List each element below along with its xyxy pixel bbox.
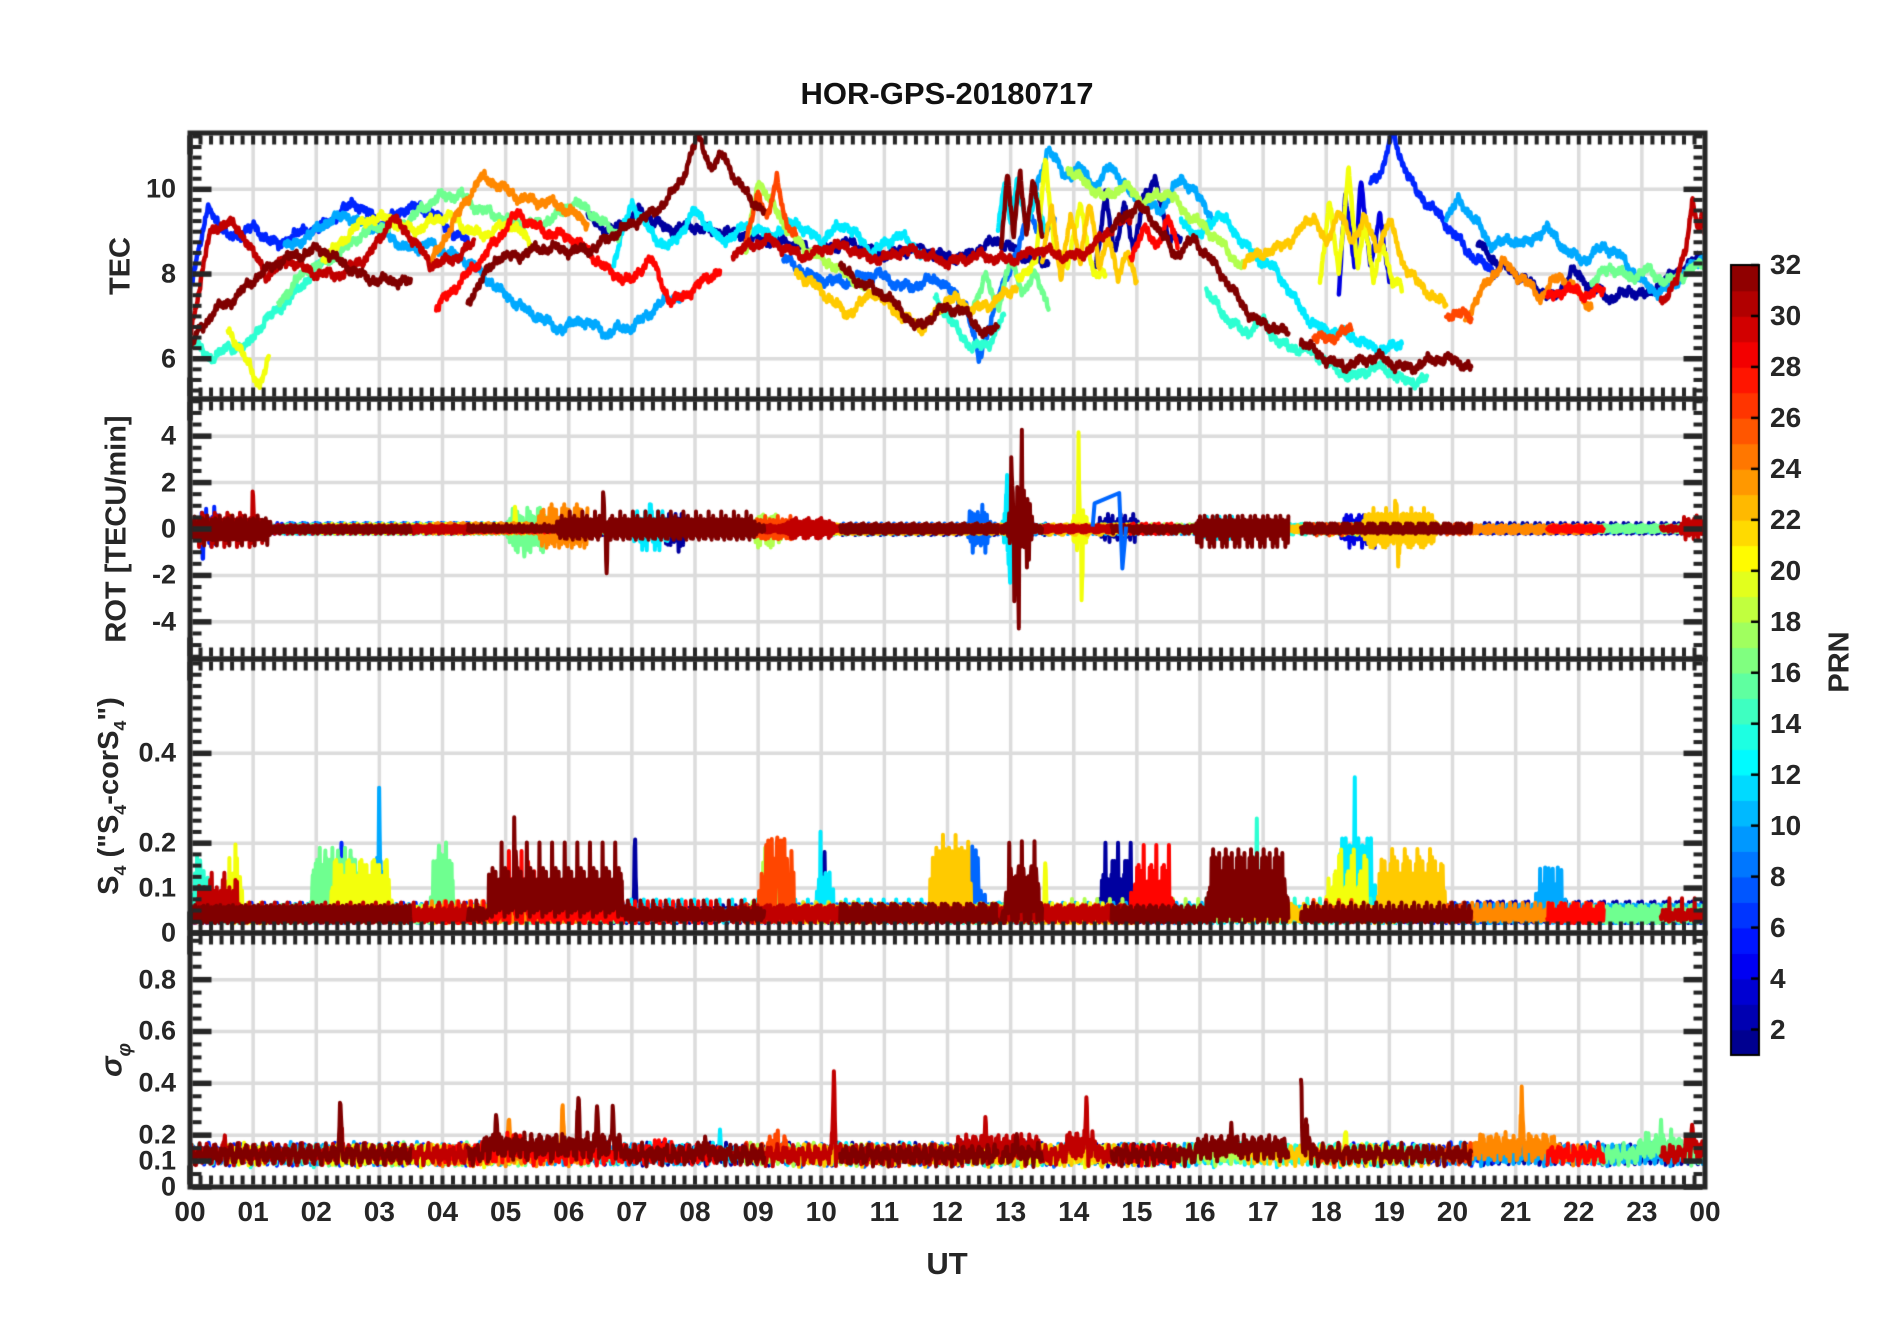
- y-axis-label-segment: σ: [93, 1056, 129, 1078]
- x-tick-label: 04: [426, 1196, 459, 1227]
- x-tick-label: 16: [1184, 1196, 1216, 1227]
- x-tick-label: 14: [1058, 1196, 1090, 1227]
- x-tick-label: 22: [1563, 1196, 1595, 1227]
- colorbar-tick-label: 24: [1770, 452, 1802, 484]
- colorbar-label: PRN: [1823, 631, 1856, 693]
- x-tick-label: 08: [679, 1196, 711, 1227]
- x-tick-label: 01: [237, 1196, 269, 1227]
- x-tick-label: 05: [490, 1196, 522, 1227]
- x-tick-label: 20: [1436, 1196, 1469, 1227]
- x-tick-label: 09: [742, 1196, 774, 1227]
- y-axis-label-segment: S: [92, 875, 125, 895]
- x-tick-label: 00: [1689, 1196, 1721, 1227]
- colorbar-tick-label: 20: [1770, 554, 1802, 586]
- colorbar-tick-label: 6: [1770, 911, 1786, 943]
- y-axis-label-segment: (": [92, 834, 125, 866]
- colorbar-tick-label: 26: [1770, 401, 1802, 433]
- colorbar-tick-label: 16: [1770, 656, 1802, 688]
- y-axis-label-tec: TEC: [105, 237, 138, 295]
- x-axis-label: UT: [926, 1246, 968, 1281]
- y-tick-label-rot: 0: [160, 513, 176, 544]
- y-tick-label-s4: 0.2: [138, 827, 176, 858]
- y-tick-label-rot: -4: [151, 606, 176, 637]
- colorbar-tick-label: 28: [1770, 350, 1802, 382]
- y-axis-label-segment: TEC: [104, 237, 137, 295]
- y-tick-label-sigma: 0: [160, 1171, 176, 1202]
- x-tick-label: 00: [174, 1196, 206, 1227]
- x-tick-label: 13: [995, 1196, 1027, 1227]
- y-axis-label-segment: 4: [110, 865, 131, 876]
- x-tick-label: 17: [1247, 1196, 1279, 1227]
- colorbar-tick-label: 18: [1770, 605, 1802, 637]
- y-axis-label-segment: 4: [110, 804, 131, 815]
- y-tick-label-tec: 8: [160, 258, 176, 289]
- y-tick-label-tec: 10: [145, 173, 176, 204]
- colorbar-tick-label: 10: [1770, 809, 1802, 841]
- y-axis-label-segment: -corS: [92, 730, 125, 805]
- x-tick-label: 10: [805, 1196, 837, 1227]
- y-tick-label-tec: 6: [160, 343, 176, 374]
- x-tick-label: 02: [300, 1196, 332, 1227]
- colorbar-tick-label: 12: [1770, 758, 1802, 790]
- y-tick-label-sigma: 0.2: [138, 1119, 176, 1150]
- y-axis-label-sigma: σφ: [94, 1043, 137, 1077]
- x-tick-label: 19: [1373, 1196, 1405, 1227]
- x-tick-label: 12: [931, 1196, 964, 1227]
- colorbar-tick-label: 8: [1770, 860, 1786, 892]
- colorbar-tick-label: 22: [1770, 503, 1802, 535]
- y-tick-label-sigma: 0.4: [138, 1067, 176, 1098]
- y-tick-label-rot: 4: [160, 420, 176, 451]
- chart-title: HOR-GPS-20180717: [800, 76, 1094, 111]
- y-tick-label-sigma: 0.1: [138, 1145, 176, 1176]
- colorbar-tick-label: 2: [1770, 1013, 1786, 1045]
- x-tick-label: 06: [553, 1196, 585, 1227]
- y-tick-label-sigma: 0.6: [138, 1015, 176, 1046]
- y-axis-label-rot: ROT [TECU/min]: [101, 415, 134, 642]
- y-axis-label-s4: S4 ("S4-corS4"): [93, 697, 131, 895]
- x-tick-label: 11: [869, 1196, 900, 1227]
- y-axis-label-segment: "): [92, 697, 125, 721]
- y-tick-label-s4: 0.1: [138, 872, 176, 903]
- x-tick-label: 07: [616, 1196, 648, 1227]
- x-tick-label: 21: [1500, 1196, 1532, 1227]
- x-tick-label: 15: [1121, 1196, 1153, 1227]
- x-tick-label: 03: [363, 1196, 395, 1227]
- y-tick-label-rot: 2: [160, 467, 176, 498]
- colorbar-tick-label: 32: [1770, 249, 1802, 280]
- y-tick-label-rot: -2: [151, 559, 176, 590]
- y-axis-label-segment: S: [92, 814, 125, 835]
- y-axis-label-segment: φ: [114, 1042, 136, 1057]
- x-tick-label: 23: [1626, 1196, 1658, 1227]
- y-tick-label-s4: 0: [160, 917, 176, 948]
- y-tick-label-sigma: 0.8: [138, 964, 176, 995]
- y-axis-label-segment: ROT [TECU/min]: [100, 415, 133, 643]
- colorbar-tick-label: 30: [1770, 299, 1802, 331]
- y-axis-label-segment: 4: [110, 720, 131, 731]
- x-tick-label: 18: [1310, 1196, 1342, 1227]
- colorbar-tick-label: 14: [1770, 707, 1802, 739]
- colorbar-tick-label: 4: [1770, 962, 1786, 994]
- y-tick-label-s4: 0.4: [138, 737, 176, 768]
